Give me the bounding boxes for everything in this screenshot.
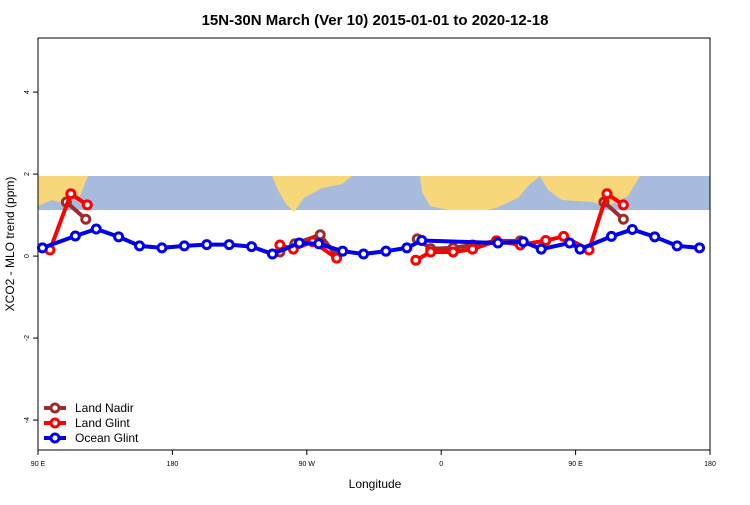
y-axis-label: XCO2 - MLO trend (ppm) [3,177,17,312]
data-point [416,235,428,247]
data-point [201,239,213,251]
data-point [80,213,92,225]
data-point [492,237,504,249]
chart-title: 15N-30N March (Ver 10) 2015-01-01 to 202… [202,12,549,29]
data-point [380,245,392,257]
data-point [574,243,586,255]
data-point [617,213,629,225]
data-point [617,199,629,211]
data-point [467,243,479,255]
data-point [134,240,146,252]
map-land [38,176,640,212]
x-tick-label: 90 E [568,461,583,468]
data-point [535,243,547,255]
data-point [447,246,459,258]
data-point [564,237,576,249]
data-point [337,245,349,257]
data-point [65,188,77,200]
data-point [671,240,683,252]
data-point [425,246,437,258]
x-axis-label: Longitude [349,477,402,491]
y-tick-label: -2 [24,335,31,341]
data-point [69,230,81,242]
y-tick-label: 2 [24,172,31,176]
data-point [113,231,125,243]
legend-marker [49,417,61,429]
data-point [246,241,258,253]
data-point [313,238,325,250]
data-point [156,242,168,254]
data-point [331,252,343,264]
x-tick-label: 180 [704,461,716,468]
data-point [649,231,661,243]
plot-frame [37,37,711,451]
legend-label: Ocean Glint [75,431,139,445]
x-tick-label: 90 W [299,461,316,468]
legend-label: Land Nadir [75,401,134,415]
series-line [65,200,625,258]
data-point [223,239,235,251]
data-point [178,240,190,252]
data-point [626,223,638,235]
data-point [694,242,706,254]
y-tick-label: 4 [24,90,31,94]
data-point [540,235,552,247]
y-tick-label: 0 [24,254,31,258]
x-tick-label: 0 [439,461,443,468]
legend-marker [49,402,61,414]
data-point [293,237,305,249]
data-point [401,242,413,254]
data-point [558,230,570,242]
x-tick-label: 90 E [31,461,46,468]
data-point [358,248,370,260]
data-point [36,242,48,254]
y-tick-label: -4 [24,417,31,423]
data-point [90,223,102,235]
series-line [41,227,700,257]
legend-marker [49,432,61,444]
data-point [314,229,326,241]
x-tick-label: 180 [167,461,179,468]
data-point [605,230,617,242]
data-point [410,254,422,266]
data-point [81,199,93,211]
legend-label: Land Glint [75,416,130,430]
data-point [266,248,278,260]
data-point [601,188,613,200]
data-point [517,236,529,248]
